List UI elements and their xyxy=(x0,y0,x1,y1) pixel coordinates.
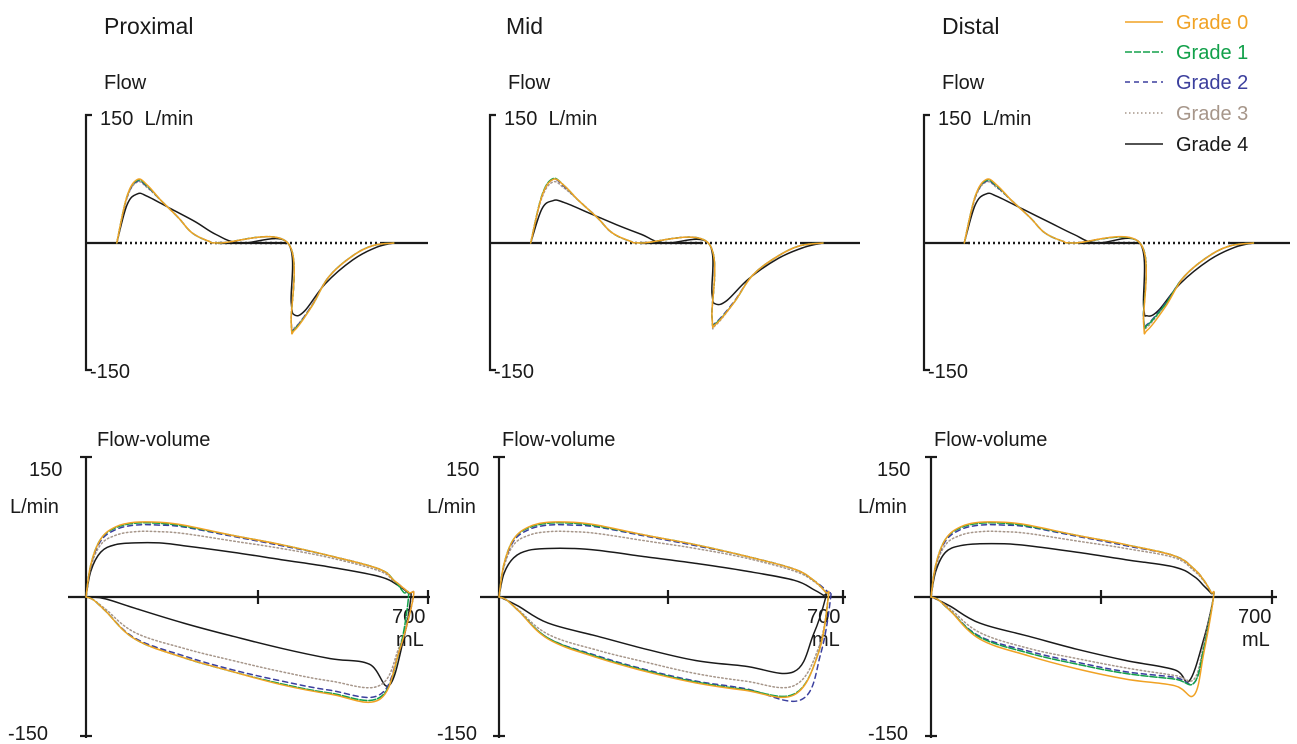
y-min-label: -150 xyxy=(494,361,534,383)
y-max-label: 150 xyxy=(446,459,479,481)
legend-label: Grade 3 xyxy=(1176,103,1248,125)
legend-item-grade-0: Grade 0 xyxy=(1125,12,1248,34)
y-min-label: -150 xyxy=(868,723,908,744)
series-line-grade-4 xyxy=(116,192,395,317)
series-line-grade-2 xyxy=(529,178,824,327)
panel-curves xyxy=(963,178,1255,335)
series-line-grade-3 xyxy=(498,530,830,689)
y-max-label: 150 L/min xyxy=(100,108,193,130)
column-title-mid: Mid xyxy=(506,13,543,39)
legend: Grade 0 Grade 1 Grade 2 Grade 3 Grade 4 xyxy=(1125,12,1248,156)
series-line-grade-3 xyxy=(930,530,1215,682)
series-line-grade-0 xyxy=(498,521,830,699)
panel-label: Flow-volume xyxy=(97,429,210,451)
x-unit-label: mL xyxy=(812,629,840,651)
flow-axes-proximal xyxy=(84,113,428,372)
series-line-grade-0 xyxy=(85,521,415,704)
panel-label: Flow-volume xyxy=(934,429,1047,451)
x-max-label: 700 xyxy=(1238,606,1271,628)
legend-item-grade-2: Grade 2 xyxy=(1125,72,1248,94)
legend-label: Grade 2 xyxy=(1176,72,1248,94)
y-min-label: -150 xyxy=(8,723,48,744)
y-max-label: 150 L/min xyxy=(504,108,597,130)
y-unit-label: L/min xyxy=(858,496,907,518)
panel-curves xyxy=(529,177,824,330)
x-unit-label: mL xyxy=(1242,629,1270,651)
panel-label: Flow xyxy=(104,72,147,94)
data-curves xyxy=(85,177,1255,704)
column-title-distal: Distal xyxy=(942,13,1000,39)
y-unit-label: L/min xyxy=(10,496,59,518)
legend-label: Grade 4 xyxy=(1176,134,1248,156)
series-line-grade-0 xyxy=(116,178,395,335)
panel-label: Flow-volume xyxy=(502,429,615,451)
panel-curves xyxy=(116,178,395,335)
legend-item-grade-4: Grade 4 xyxy=(1125,134,1248,156)
y-max-label: 150 L/min xyxy=(938,108,1031,130)
panel-curves xyxy=(498,521,833,702)
legend-item-grade-3: Grade 3 xyxy=(1125,103,1248,125)
legend-label: Grade 1 xyxy=(1176,42,1248,64)
column-title-proximal: Proximal xyxy=(104,13,193,39)
y-max-label: 150 xyxy=(29,459,62,481)
fv-axes-distal xyxy=(914,455,1277,738)
panel-curves xyxy=(85,521,415,704)
series-line-grade-2 xyxy=(85,523,415,699)
y-min-label: -150 xyxy=(90,361,130,383)
series-line-grade-2 xyxy=(498,523,833,702)
series-line-grade-0 xyxy=(529,178,824,329)
y-min-label: -150 xyxy=(928,361,968,383)
series-line-grade-2 xyxy=(963,180,1255,329)
series-line-grade-0 xyxy=(930,521,1215,698)
x-max-label: 700 xyxy=(807,606,840,628)
series-line-grade-2 xyxy=(930,523,1215,686)
y-max-label: 150 xyxy=(877,459,910,481)
series-line-grade-4 xyxy=(930,542,1215,683)
legend-item-grade-1: Grade 1 xyxy=(1125,42,1248,64)
y-min-label: -150 xyxy=(437,723,477,744)
x-unit-label: mL xyxy=(396,629,424,651)
series-line-grade-0 xyxy=(963,178,1255,335)
panel-label: Flow xyxy=(508,72,551,94)
panel-label: Flow xyxy=(942,72,985,94)
y-unit-label: L/min xyxy=(427,496,476,518)
panel-curves xyxy=(930,521,1215,698)
series-line-grade-1 xyxy=(930,522,1215,686)
series-line-grade-4 xyxy=(498,547,828,675)
legend-label: Grade 0 xyxy=(1176,12,1248,34)
series-line-grade-4 xyxy=(963,192,1255,317)
series-line-grade-4 xyxy=(529,199,824,306)
series-line-grade-1 xyxy=(529,177,824,328)
